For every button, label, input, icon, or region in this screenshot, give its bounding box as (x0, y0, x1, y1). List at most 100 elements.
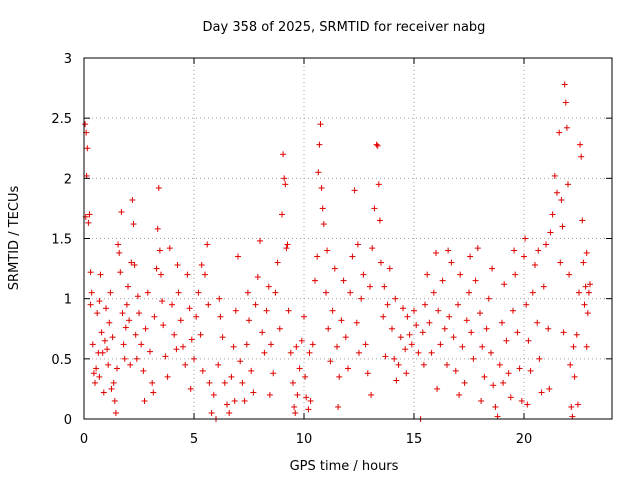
data-point (503, 337, 510, 344)
data-point (98, 329, 105, 336)
y-tick-label: 3 (64, 52, 72, 67)
data-point (205, 301, 212, 308)
data-point (535, 247, 542, 254)
data-point (554, 189, 560, 196)
data-point (565, 181, 571, 188)
data-point (250, 389, 257, 396)
data-point (276, 325, 283, 332)
data-point (140, 367, 147, 374)
data-point (557, 259, 564, 266)
data-point (492, 403, 499, 410)
data-point (118, 209, 125, 216)
data-point (582, 283, 589, 290)
x-tick-label: 10 (296, 432, 313, 447)
data-point (141, 397, 148, 404)
data-point (483, 325, 490, 332)
data-point (457, 271, 464, 278)
data-point (158, 271, 164, 278)
data-point (496, 361, 503, 368)
data-point (456, 391, 463, 398)
data-point (101, 337, 108, 344)
y-tick-label: 0 (64, 413, 72, 428)
data-point (384, 301, 391, 308)
data-point (485, 295, 492, 302)
data-point (563, 124, 570, 131)
data-point (195, 289, 202, 296)
data-point (381, 283, 388, 290)
data-point (149, 379, 156, 386)
data-point (177, 317, 184, 324)
data-point (103, 305, 109, 312)
data-point (518, 397, 525, 404)
data-points (82, 81, 593, 422)
data-point (235, 253, 241, 260)
data-point (467, 253, 474, 260)
data-point (551, 172, 558, 179)
data-point (317, 121, 324, 128)
data-point (204, 241, 211, 248)
data-point (368, 391, 375, 398)
data-point (93, 365, 100, 372)
data-point (338, 317, 345, 324)
data-point (292, 409, 299, 416)
data-point (115, 241, 122, 248)
x-tick-label: 5 (190, 432, 198, 447)
data-point (386, 265, 393, 272)
data-point (246, 317, 252, 324)
data-point (134, 293, 141, 300)
data-point (290, 379, 296, 386)
data-point (488, 349, 494, 356)
data-point (202, 271, 208, 278)
data-point (413, 322, 420, 329)
data-point (422, 301, 428, 308)
data-point (345, 365, 351, 372)
data-point (404, 313, 411, 320)
data-point (87, 269, 94, 276)
data-point (435, 307, 442, 314)
data-point (110, 379, 117, 386)
data-point (534, 319, 541, 326)
data-point (198, 261, 205, 268)
data-point (477, 310, 483, 317)
data-point (349, 253, 356, 260)
y-tick-label: 0.5 (51, 353, 72, 368)
data-point (280, 151, 287, 158)
data-point (353, 319, 360, 326)
data-point (307, 397, 314, 404)
data-point (500, 379, 507, 386)
data-point (395, 361, 402, 368)
data-point (180, 343, 186, 350)
x-tick-label: 20 (516, 432, 533, 447)
data-point (450, 334, 457, 341)
data-point (392, 295, 399, 302)
data-point (342, 334, 349, 341)
data-point (107, 289, 114, 296)
data-point (117, 269, 124, 276)
data-point (182, 361, 189, 368)
data-point (191, 355, 197, 362)
data-point (331, 265, 338, 272)
data-point (100, 389, 107, 396)
data-point (369, 245, 376, 252)
data-point (85, 219, 92, 226)
data-point (479, 343, 486, 350)
data-point (316, 141, 323, 148)
data-point (296, 365, 303, 372)
data-point (173, 346, 180, 353)
data-point (302, 373, 309, 380)
data-point (382, 353, 389, 360)
data-point (459, 343, 466, 350)
data-point (380, 313, 387, 320)
data-point (362, 341, 369, 348)
data-point (521, 253, 527, 260)
data-point (415, 349, 422, 356)
x-axis-label: GPS time / hours (290, 459, 399, 474)
data-point (111, 397, 118, 404)
x-tick-label: 0 (80, 432, 88, 447)
data-point (128, 259, 135, 266)
data-point (510, 307, 516, 314)
data-point (309, 341, 316, 348)
data-point (389, 325, 395, 332)
data-point (468, 329, 475, 336)
